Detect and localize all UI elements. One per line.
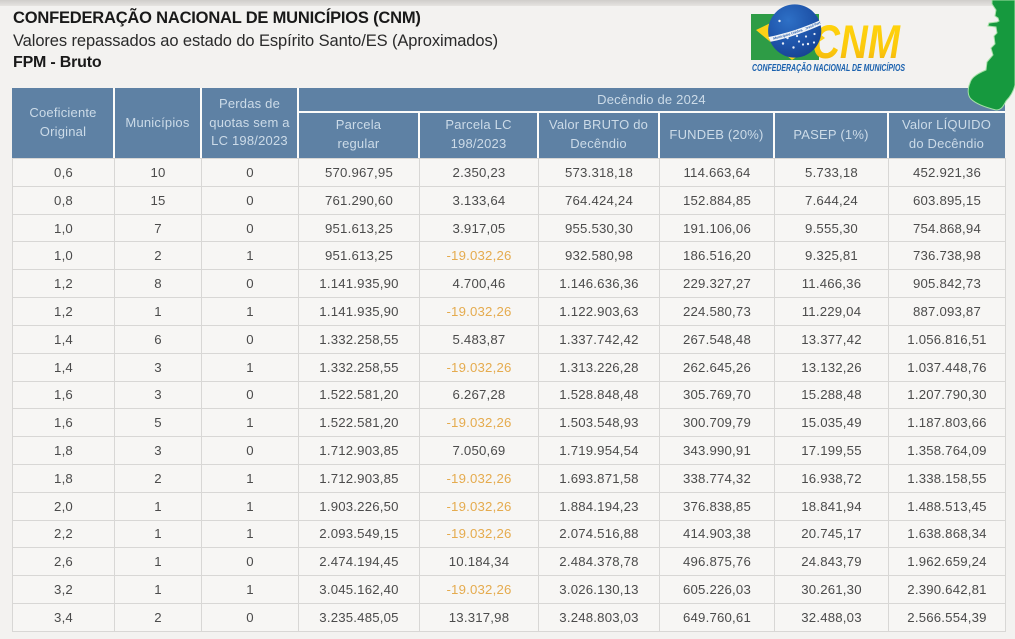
svg-text:CONFEDERAÇÃO NACIONAL DE MUNIC: CONFEDERAÇÃO NACIONAL DE MUNICÍPIOS [752,61,905,74]
svg-text:CNM: CNM [812,15,901,68]
